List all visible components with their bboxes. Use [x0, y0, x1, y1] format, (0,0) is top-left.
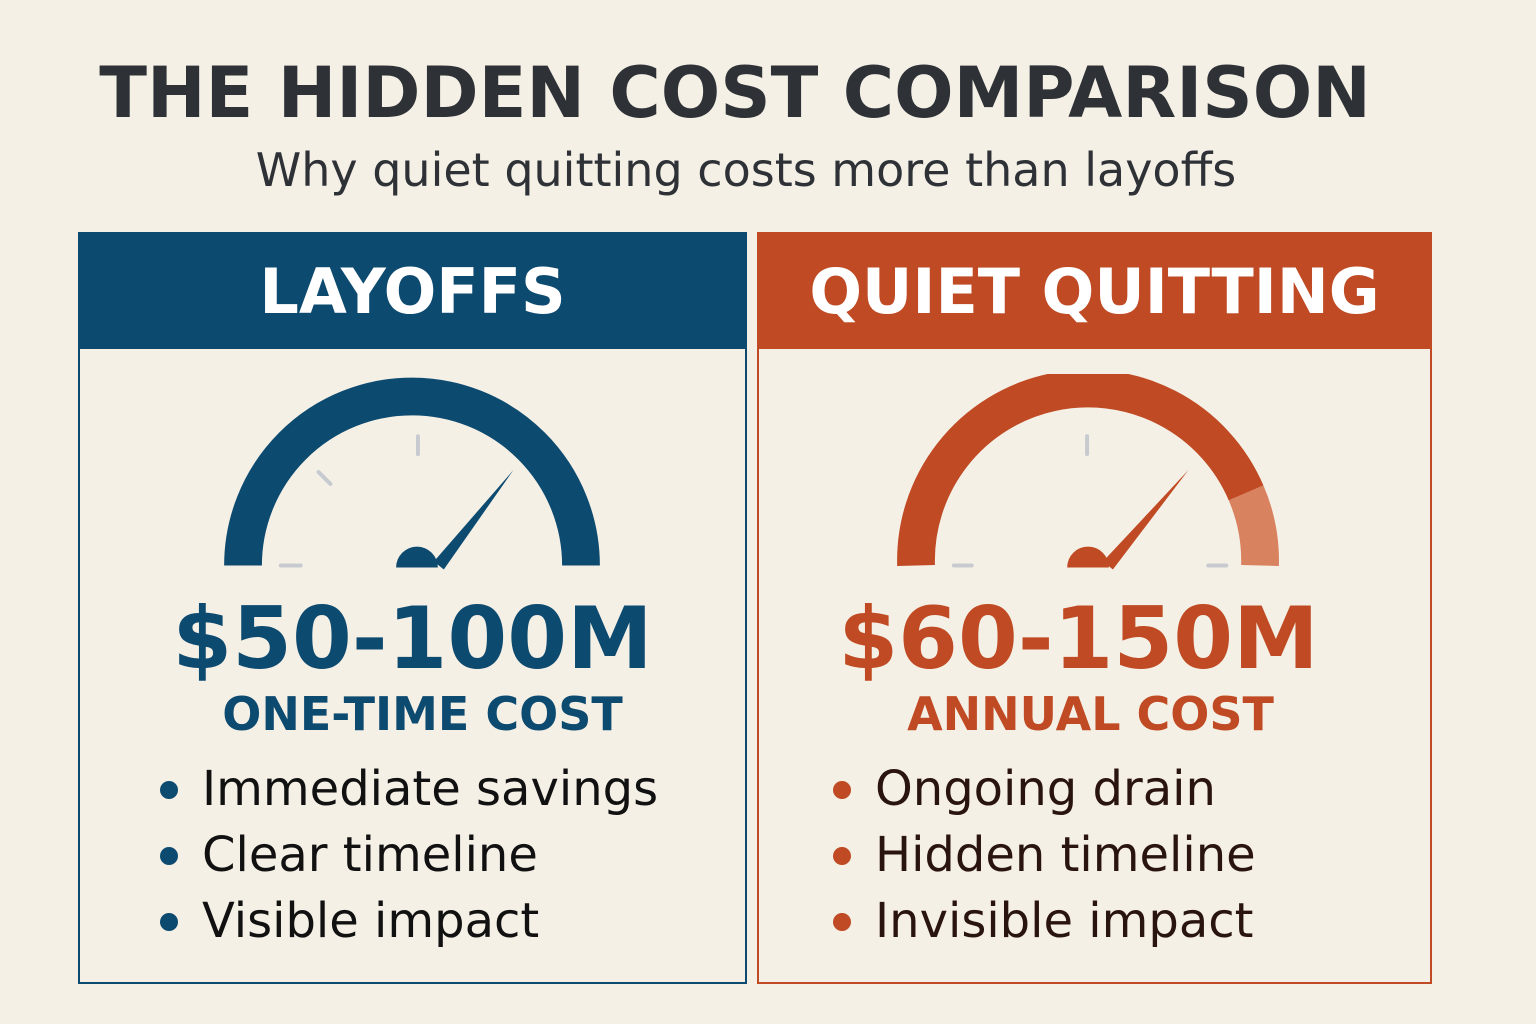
gauge-needle — [433, 470, 514, 570]
layoffs-header: LAYOFFS — [80, 234, 745, 349]
gauge-hub — [396, 546, 438, 568]
list-item: Ongoing drain — [833, 756, 1256, 822]
list-item-text: Clear timeline — [202, 827, 538, 883]
layoffs-cost-label: ONE-TIME COST — [222, 687, 623, 741]
quiet-quitting-panel: QUIET QUITTING $60-150M ANNUAL COST Ongo… — [757, 232, 1432, 984]
page-subtitle: Why quiet quitting costs more than layof… — [255, 143, 1237, 197]
gauge-hub — [1067, 546, 1109, 568]
list-item: Immediate savings — [160, 756, 658, 822]
quiet-quitting-bullet-list: Ongoing drain Hidden timeline Invisible … — [833, 756, 1256, 954]
bullet-dot-icon — [160, 913, 178, 931]
list-item-text: Hidden timeline — [875, 827, 1256, 883]
quiet-quitting-header: QUIET QUITTING — [759, 234, 1430, 349]
list-item-text: Visible impact — [202, 893, 540, 949]
quiet-quitting-cost-value: $60-150M — [838, 589, 1319, 689]
gauge-tick — [316, 470, 333, 486]
list-item-text: Ongoing drain — [875, 761, 1216, 817]
gauge-needle — [1102, 470, 1189, 570]
bullet-dot-icon — [160, 847, 178, 865]
list-item: Invisible impact — [833, 888, 1256, 954]
gauge-arc — [224, 377, 600, 566]
bullet-dot-icon — [833, 913, 851, 931]
page-title: THE HIDDEN COST COMPARISON — [99, 52, 1371, 134]
list-item: Clear timeline — [160, 822, 658, 888]
list-item-text: Immediate savings — [202, 761, 659, 817]
layoffs-bullet-list: Immediate savings Clear timeline Visible… — [160, 756, 658, 954]
layoffs-panel: LAYOFFS $50-100M ONE-TIME COST Immediate… — [78, 232, 747, 984]
gauge-arc-highlight — [1228, 485, 1279, 566]
bullet-dot-icon — [833, 847, 851, 865]
speedometer-icon — [224, 377, 600, 570]
bullet-dot-icon — [160, 781, 178, 799]
list-item-text: Invisible impact — [875, 893, 1254, 949]
gauge-arc — [897, 374, 1264, 567]
layoffs-cost-value: $50-100M — [172, 589, 653, 689]
list-item: Hidden timeline — [833, 822, 1256, 888]
bullet-dot-icon — [833, 781, 851, 799]
speedometer-icon — [897, 374, 1279, 570]
list-item: Visible impact — [160, 888, 658, 954]
quiet-quitting-cost-label: ANNUAL COST — [907, 687, 1274, 741]
